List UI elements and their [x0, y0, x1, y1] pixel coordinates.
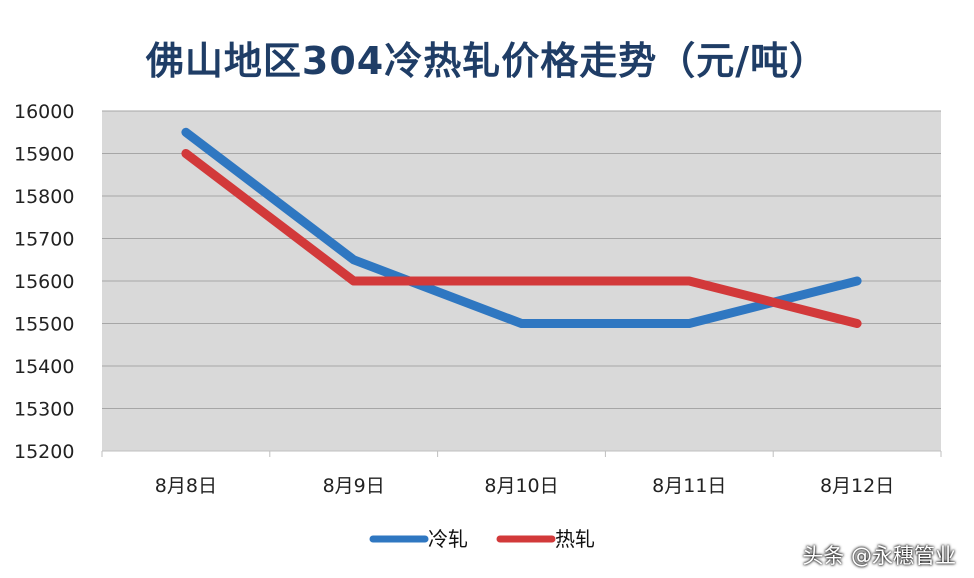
legend-label-2: 热轧 [555, 527, 595, 551]
x-tick-label: 8月12日 [820, 475, 894, 497]
chart-title: 佛山地区304冷热轧价格走势（元/吨） [145, 39, 829, 83]
x-tick-label: 8月11日 [652, 475, 726, 497]
series-line-1 [181, 127, 862, 328]
y-tick-label: 15600 [14, 271, 74, 293]
series-line-2 [181, 149, 862, 328]
y-tick-label: 15800 [14, 186, 74, 208]
x-tick-label: 8月9日 [323, 475, 385, 497]
x-tick-label: 8月8日 [155, 475, 217, 497]
y-tick-label: 15200 [14, 441, 74, 463]
y-tick-label: 15300 [14, 399, 74, 421]
x-tick-label: 8月10日 [484, 475, 558, 497]
watermark: 头条 @永穗管业 [802, 544, 956, 568]
y-tick-label: 16000 [14, 101, 74, 123]
legend-label-1: 冷轧 [428, 527, 468, 551]
y-tick-label: 15400 [14, 356, 74, 378]
y-tick-label: 15900 [14, 144, 74, 166]
y-tick-label: 15500 [14, 314, 74, 336]
y-tick-label: 15700 [14, 229, 74, 251]
